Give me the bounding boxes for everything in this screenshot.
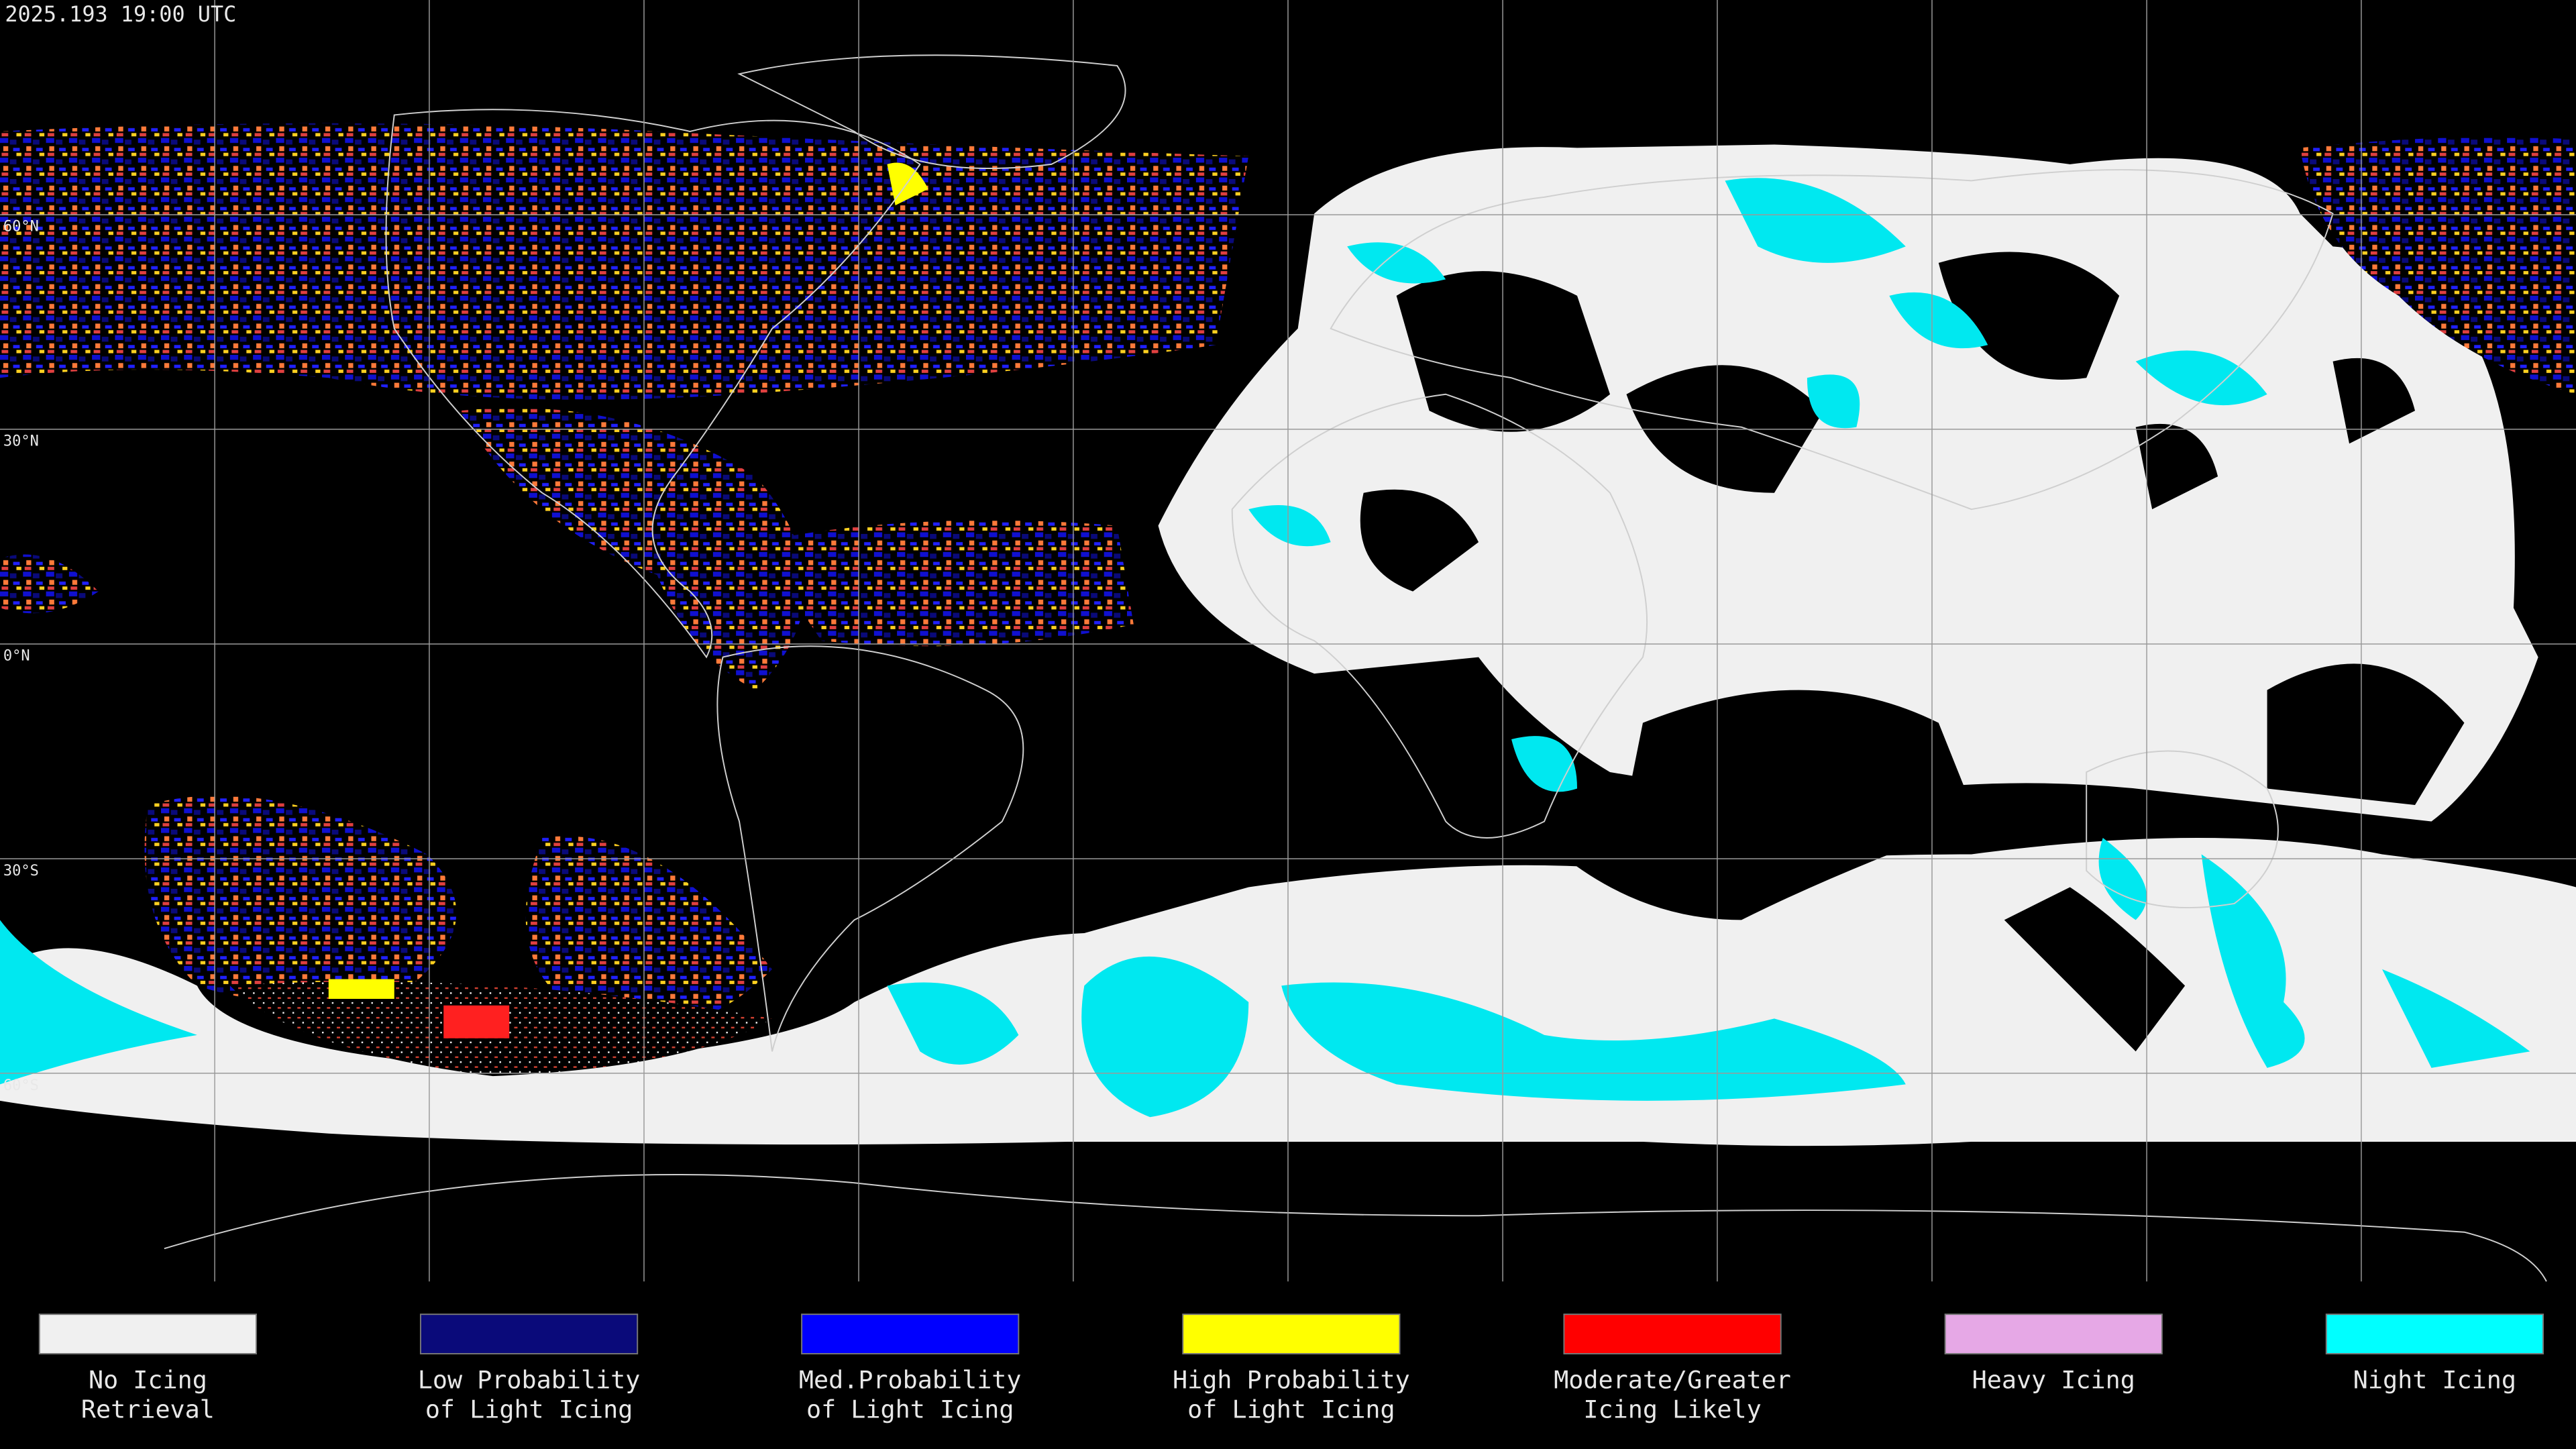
legend-label: No Icing: [89, 1365, 207, 1394]
latitude-label: 0°N: [3, 648, 30, 665]
legend-label: Icing Likely: [1583, 1395, 1761, 1424]
timestamp: 2025.193 19:00 UTC: [5, 1, 236, 27]
legend-label: High Probability: [1173, 1365, 1410, 1394]
legend-swatch: [2325, 1313, 2544, 1354]
latitude-label: 60°S: [3, 1077, 39, 1094]
legend-label: Retrieval: [81, 1395, 215, 1424]
legend-label: of Light Icing: [806, 1395, 1014, 1424]
legend-label: Med.Probability: [799, 1365, 1022, 1394]
legend-swatch: [419, 1313, 639, 1354]
latitude-label: 30°N: [3, 433, 39, 450]
legend-swatch: [1563, 1313, 1782, 1354]
legend-swatch: [1944, 1313, 2163, 1354]
legend-label: Night Icing: [2353, 1365, 2516, 1394]
legend-label: of Light Icing: [425, 1395, 633, 1424]
coastlines: [164, 54, 2547, 1282]
latitude-label: 30°S: [3, 863, 39, 879]
legend-label: Heavy Icing: [1972, 1365, 2135, 1394]
latitude-labels: 60°N 30°N 0°N 30°S 60°S: [3, 219, 39, 1094]
legend-label: of Light Icing: [1187, 1395, 1395, 1424]
latitude-label: 60°N: [3, 219, 39, 235]
legend-swatch: [38, 1313, 258, 1354]
legend-swatch: [801, 1313, 1020, 1354]
legend-label: Moderate/Greater: [1554, 1365, 1791, 1394]
graticule: [0, 0, 2576, 1282]
legend-label: Low Probability: [418, 1365, 641, 1394]
legend-swatch: [1182, 1313, 1401, 1354]
